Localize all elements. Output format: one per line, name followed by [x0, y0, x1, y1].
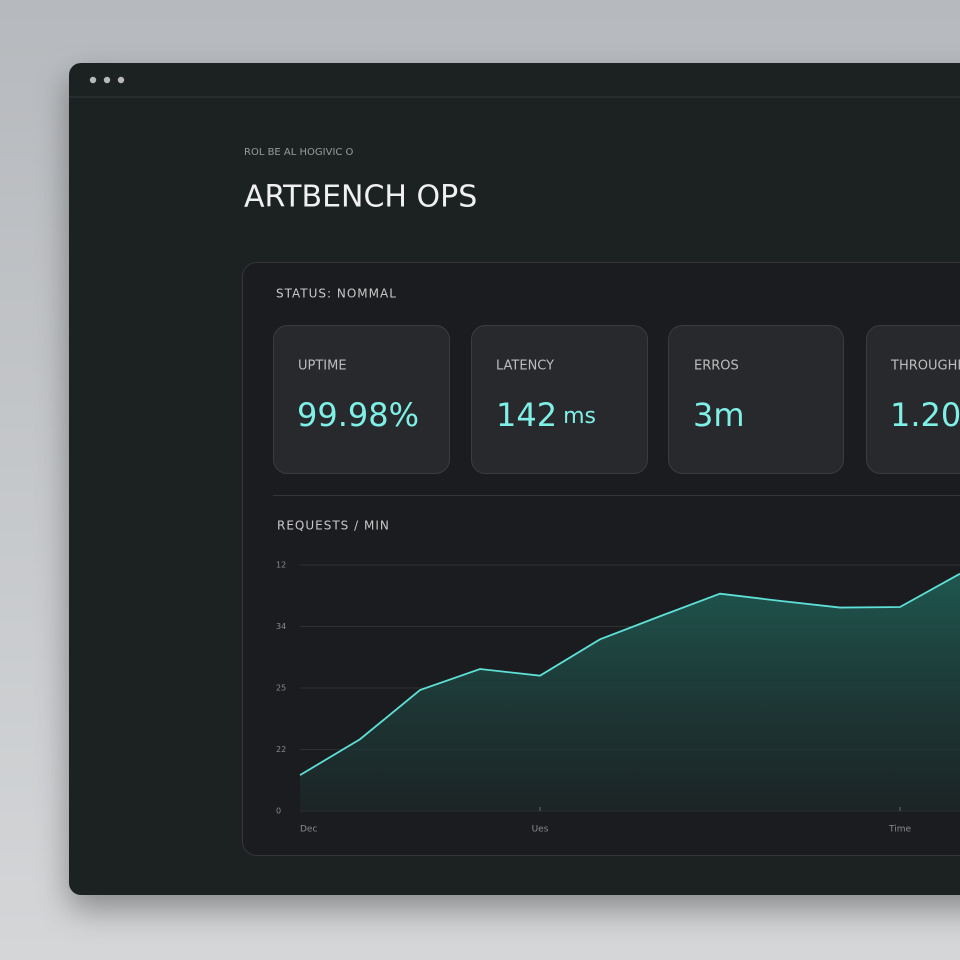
x-tick-label: Time: [888, 825, 911, 835]
card-label: UPTIME: [298, 359, 347, 374]
x-tick-label: Dec: [300, 825, 317, 835]
card-value: 142 ms: [496, 396, 596, 434]
window-dot[interactable]: [103, 76, 111, 84]
window-dot[interactable]: [89, 76, 97, 84]
card-value: 99.98%: [297, 396, 419, 434]
y-tick-label: 25: [276, 684, 286, 693]
card-label: THROUGHPUT: [890, 359, 960, 374]
chart-title: REQUESTS / MIN: [277, 519, 390, 533]
window-dot[interactable]: [117, 76, 125, 84]
card-label: ERROS: [694, 359, 739, 374]
card-value-unit: ms: [563, 404, 596, 429]
line: [299, 572, 960, 776]
card-label: LATENCY: [496, 359, 554, 374]
card[interactable]: [668, 325, 844, 474]
y-tick-label: 34: [276, 622, 286, 631]
card[interactable]: [866, 325, 960, 474]
card-content: THROUGHPUT 1.204: [890, 359, 960, 435]
y-tick-label: 22: [276, 745, 286, 754]
page-title: ARTBENCH OPS: [244, 180, 477, 215]
area-fill: [300, 573, 960, 811]
card-value-number: 142: [496, 396, 557, 434]
x-tick-label: Ues: [532, 825, 549, 835]
y-tick-label: 0: [276, 807, 281, 816]
chart: 0 22 25 34 12 Dec Ues Time: [276, 561, 960, 835]
card-value: 1.204: [890, 396, 960, 434]
status: STATUS: NOMMAL: [276, 287, 397, 301]
eyebrow: ROL BE AL HOGIVIC O: [244, 147, 354, 158]
y-tick-label: 12: [276, 561, 286, 570]
card[interactable]: [273, 325, 450, 474]
card-value: 3m: [693, 396, 745, 434]
card[interactable]: [471, 325, 648, 474]
